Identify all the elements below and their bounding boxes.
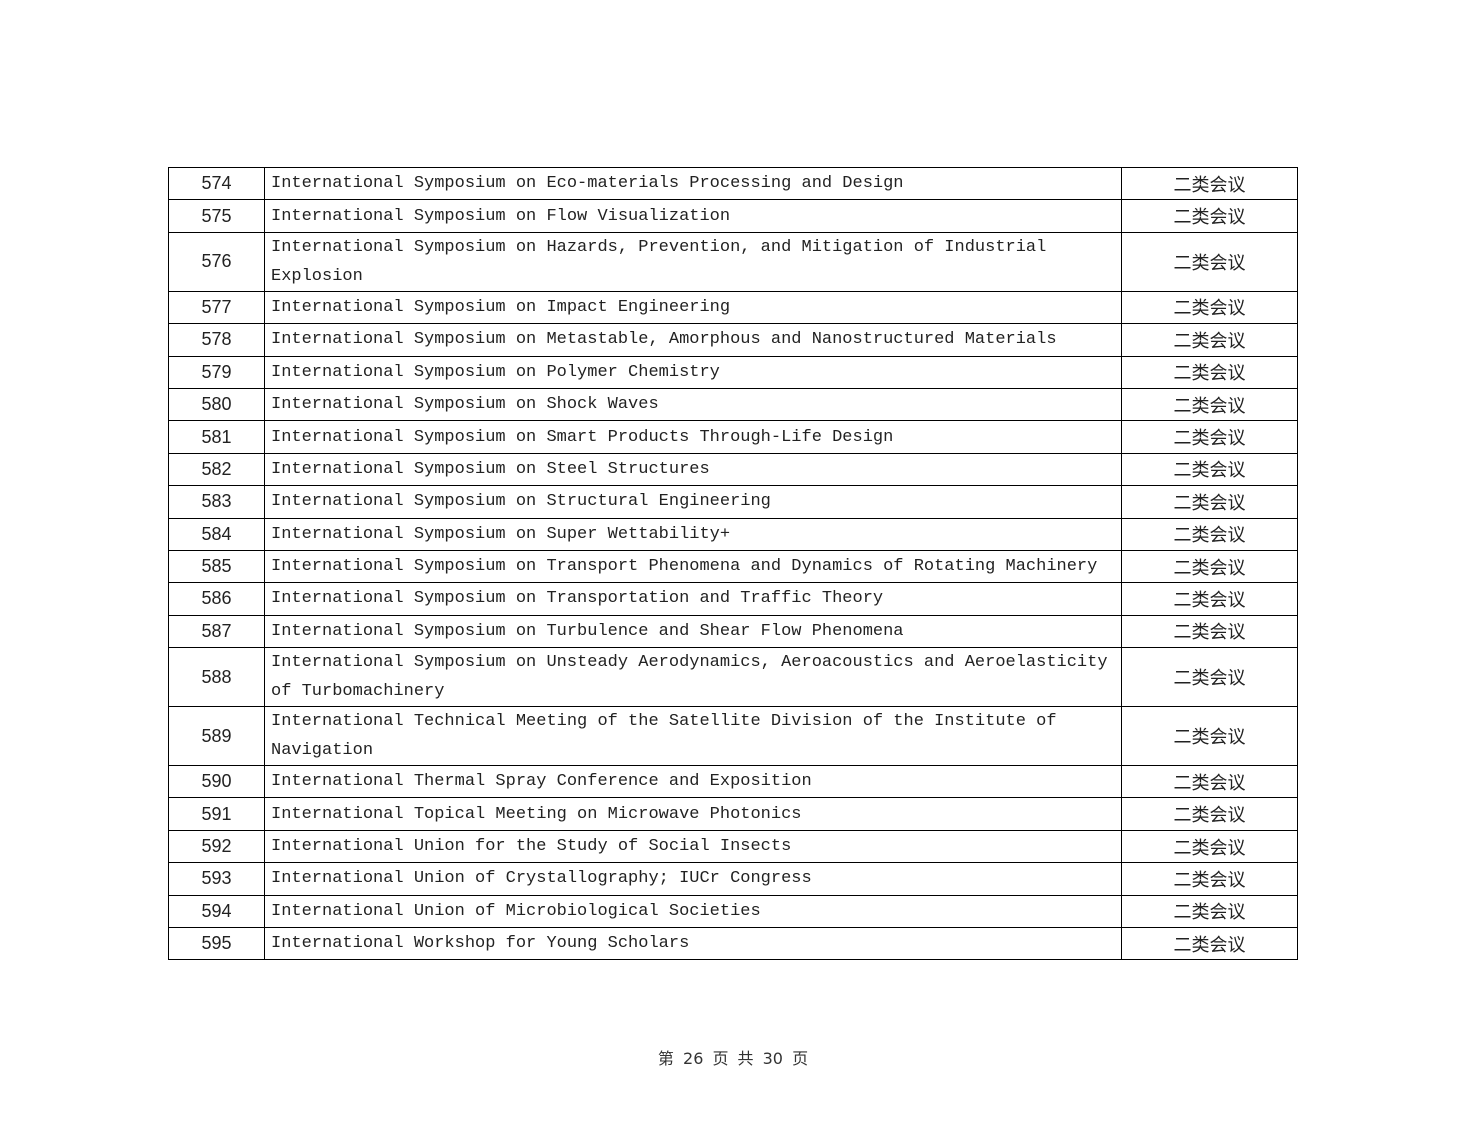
conference-name: International Union of Crystallography; … xyxy=(264,862,1122,896)
row-number: 575 xyxy=(168,199,265,233)
row-number: 579 xyxy=(168,355,265,389)
table-row: 595 International Workshop for Young Scho… xyxy=(168,927,1298,961)
conference-category: 二类会议 xyxy=(1121,862,1298,896)
conference-category: 二类会议 xyxy=(1121,894,1298,929)
conference-name: International Symposium on Turbulence an… xyxy=(264,614,1122,649)
conference-name: International Technical Meeting of the S… xyxy=(264,706,1122,767)
table-row: 589 International Technical Meeting of th… xyxy=(168,706,1298,767)
row-number: 577 xyxy=(168,290,265,325)
conference-category: 二类会议 xyxy=(1121,166,1298,201)
table-row: 584 International Symposium on Super Wett… xyxy=(168,517,1298,551)
table-row: 582 International Symposium on Steel Stru… xyxy=(168,452,1298,487)
conference-name: International Symposium on Transportatio… xyxy=(264,582,1122,616)
row-number: 576 xyxy=(168,231,265,292)
table-row: 574 International Symposium on Eco-materi… xyxy=(168,166,1298,201)
conference-category: 二类会议 xyxy=(1121,290,1298,325)
conference-name: International Workshop for Young Scholar… xyxy=(264,927,1122,961)
conference-category: 二类会议 xyxy=(1121,355,1298,389)
row-number: 594 xyxy=(168,894,265,929)
table-row: 590 International Thermal Spray Conferenc… xyxy=(168,765,1298,799)
conference-category: 二类会议 xyxy=(1121,797,1298,831)
conference-category: 二类会议 xyxy=(1121,199,1298,233)
row-number: 590 xyxy=(168,765,265,799)
table-row: 587 International Symposium on Turbulence… xyxy=(168,614,1298,649)
conference-name: International Symposium on Eco-materials… xyxy=(264,166,1122,201)
conference-name: International Union for the Study of Soc… xyxy=(264,829,1122,864)
row-number: 580 xyxy=(168,387,265,422)
conference-name: International Symposium on Impact Engine… xyxy=(264,290,1122,325)
row-number: 581 xyxy=(168,420,265,454)
conference-category: 二类会议 xyxy=(1121,420,1298,454)
row-number: 589 xyxy=(168,706,265,767)
row-number: 584 xyxy=(168,517,265,551)
conference-category: 二类会议 xyxy=(1121,614,1298,649)
table-row: 591 International Topical Meeting on Micr… xyxy=(168,797,1298,831)
row-number: 595 xyxy=(168,927,265,961)
row-number: 585 xyxy=(168,549,265,584)
table-row: 593 International Union of Crystallograph… xyxy=(168,862,1298,896)
page-footer: 第 26 页 共 30 页 xyxy=(657,1049,809,1068)
table-row: 585 International Symposium on Transport … xyxy=(168,549,1298,584)
conference-name: International Symposium on Flow Visualiz… xyxy=(264,199,1122,233)
conference-name: International Thermal Spray Conference a… xyxy=(264,765,1122,799)
table-row: 578 International Symposium on Metastable… xyxy=(168,323,1298,357)
conference-name: International Topical Meeting on Microwa… xyxy=(264,797,1122,831)
conference-category: 二类会议 xyxy=(1121,582,1298,616)
row-number: 586 xyxy=(168,582,265,616)
conference-category: 二类会议 xyxy=(1121,549,1298,584)
conference-category: 二类会议 xyxy=(1121,231,1298,292)
conference-name: International Union of Microbiological S… xyxy=(264,894,1122,929)
table-row: 579 International Symposium on Polymer Ch… xyxy=(168,355,1298,389)
conference-name: International Symposium on Structural En… xyxy=(264,485,1122,519)
row-number: 593 xyxy=(168,862,265,896)
table-row: 576 International Symposium on Hazards, P… xyxy=(168,231,1298,292)
row-number: 587 xyxy=(168,614,265,649)
row-number: 583 xyxy=(168,485,265,519)
row-number: 588 xyxy=(168,647,265,708)
table-row: 586 International Symposium on Transporta… xyxy=(168,582,1298,616)
conference-category: 二类会议 xyxy=(1121,706,1298,767)
table-row: 583 International Symposium on Structural… xyxy=(168,485,1298,519)
conference-category: 二类会议 xyxy=(1121,927,1298,961)
table-row: 588 International Symposium on Unsteady A… xyxy=(168,647,1298,708)
row-number: 582 xyxy=(168,452,265,487)
table-row: 575 International Symposium on Flow Visua… xyxy=(168,199,1298,233)
row-number: 574 xyxy=(168,166,265,201)
row-number: 578 xyxy=(168,323,265,357)
conference-category: 二类会议 xyxy=(1121,485,1298,519)
conference-name: International Symposium on Steel Structu… xyxy=(264,452,1122,487)
table-row: 577 International Symposium on Impact Eng… xyxy=(168,290,1298,325)
conference-category: 二类会议 xyxy=(1121,517,1298,551)
table-row: 594 International Union of Microbiologica… xyxy=(168,894,1298,929)
conference-name: International Symposium on Transport Phe… xyxy=(264,549,1122,584)
row-number: 591 xyxy=(168,797,265,831)
conference-category: 二类会议 xyxy=(1121,829,1298,864)
table-row: 580 International Symposium on Shock Wave… xyxy=(168,387,1298,422)
conference-name: International Symposium on Smart Product… xyxy=(264,420,1122,454)
conference-name: International Symposium on Shock Waves xyxy=(264,387,1122,422)
table-row: 592 International Union for the Study of … xyxy=(168,829,1298,864)
conference-name: International Symposium on Polymer Chemi… xyxy=(264,355,1122,389)
row-number: 592 xyxy=(168,829,265,864)
conference-category: 二类会议 xyxy=(1121,387,1298,422)
conference-name: International Symposium on Hazards, Prev… xyxy=(264,231,1122,292)
conference-table: 574 International Symposium on Eco-materi… xyxy=(168,166,1298,961)
conference-name: International Symposium on Unsteady Aero… xyxy=(264,647,1122,708)
table-row: 581 International Symposium on Smart Prod… xyxy=(168,420,1298,454)
conference-category: 二类会议 xyxy=(1121,647,1298,708)
conference-category: 二类会议 xyxy=(1121,765,1298,799)
conference-name: International Symposium on Metastable, A… xyxy=(264,323,1122,357)
conference-category: 二类会议 xyxy=(1121,452,1298,487)
conference-name: International Symposium on Super Wettabi… xyxy=(264,517,1122,551)
conference-category: 二类会议 xyxy=(1121,323,1298,357)
